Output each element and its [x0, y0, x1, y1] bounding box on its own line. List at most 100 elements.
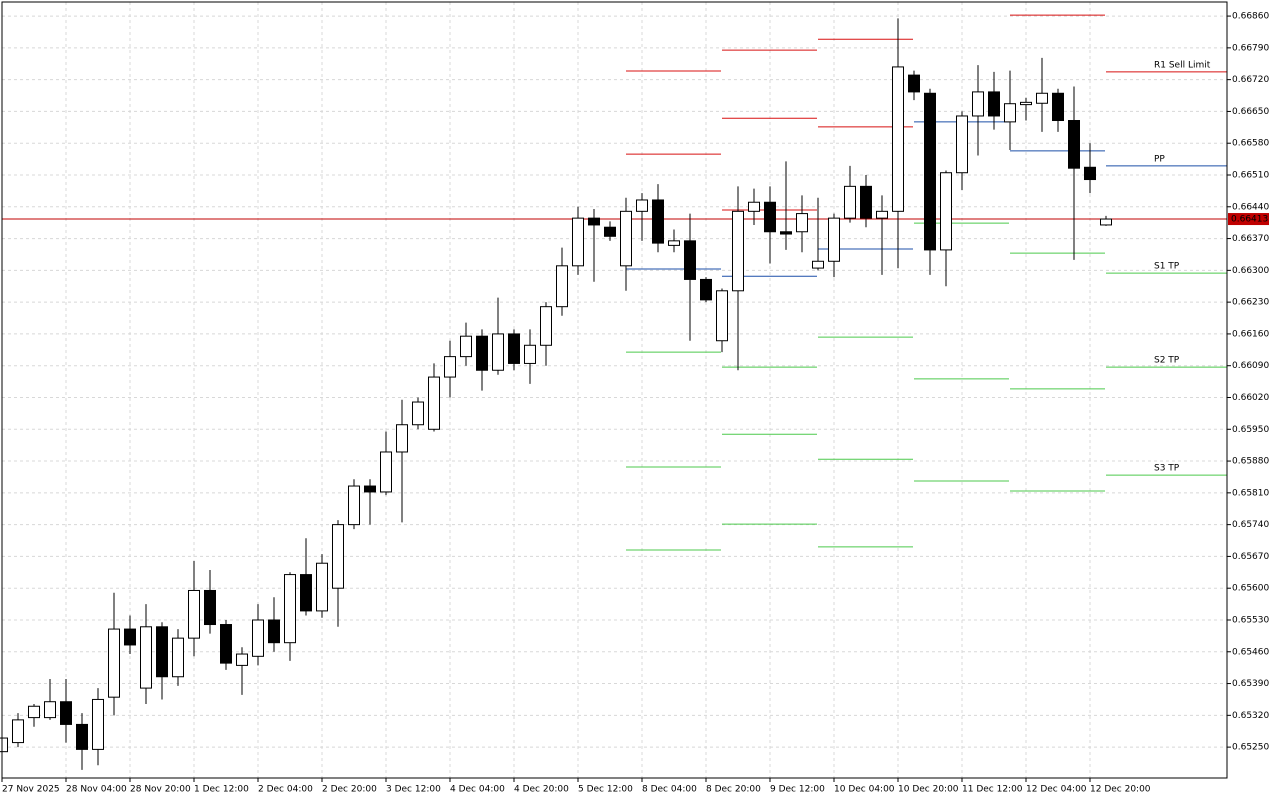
candle-body — [476, 335, 488, 371]
x-tick-label: 2 Dec 04:00 — [258, 785, 313, 795]
y-tick-label: 0.66440 — [1232, 202, 1269, 212]
candle-body — [556, 265, 568, 308]
last-price-label: 0.66413 — [1231, 215, 1268, 225]
candle-body — [172, 637, 184, 678]
candle-body — [908, 74, 920, 93]
y-tick-label: 0.65530 — [1232, 615, 1269, 625]
y-tick-label: 0.66370 — [1232, 234, 1269, 244]
y-tick-label: 0.66650 — [1232, 107, 1269, 117]
y-tick-label: 0.65390 — [1232, 679, 1269, 689]
candle-body — [140, 626, 152, 689]
candle-body — [940, 172, 952, 251]
candle-body — [1068, 120, 1080, 169]
y-tick-label: 0.66510 — [1232, 170, 1269, 180]
candle-body — [764, 201, 776, 233]
x-tick-label: 12 Dec 20:00 — [1090, 785, 1151, 795]
candle-body — [28, 705, 40, 719]
x-tick-label: 1 Dec 12:00 — [194, 785, 249, 795]
plot-frame — [1, 1, 1228, 779]
x-tick-label: 9 Dec 12:00 — [770, 785, 825, 795]
candle-body — [252, 619, 264, 657]
y-tick-label: 0.65950 — [1232, 425, 1269, 435]
x-tick-label: 8 Dec 20:00 — [706, 785, 761, 795]
x-tick-label: 4 Dec 04:00 — [450, 785, 505, 795]
candle-body — [412, 401, 424, 426]
x-tick-label: 12 Dec 04:00 — [1026, 785, 1087, 795]
candle-body — [716, 290, 728, 342]
candle-body — [780, 231, 792, 235]
candle-body — [332, 524, 344, 589]
candle-body — [60, 701, 72, 725]
candle-body — [1036, 92, 1048, 104]
x-tick-label: 11 Dec 12:00 — [962, 785, 1023, 795]
axes: 0.66860 0.66790 0.66720 0.66650 0.66580 0.665… — [1, 12, 1269, 795]
candle-body — [604, 226, 616, 237]
candle-body — [892, 66, 904, 212]
level-label: S2 TP — [1154, 356, 1180, 366]
x-tick-label: 4 Dec 20:00 — [514, 785, 569, 795]
candle-body — [236, 653, 248, 666]
candle-body — [300, 574, 312, 612]
candle-body — [684, 240, 696, 280]
candle-body — [828, 217, 840, 262]
candle-body — [220, 624, 232, 664]
candle-body — [588, 217, 600, 226]
candle-body — [668, 240, 680, 246]
x-tick-label: 8 Dec 04:00 — [642, 785, 697, 795]
x-tick-label: 27 Nov 2025 — [2, 785, 60, 795]
level-label: PP — [1154, 154, 1165, 164]
candle-body — [732, 210, 744, 292]
candle-body — [540, 306, 552, 346]
candle-body — [348, 485, 360, 526]
candle-body — [92, 698, 104, 750]
candle-body — [1100, 218, 1112, 226]
y-tick-label: 0.65460 — [1232, 647, 1269, 657]
y-tick-label: 0.66720 — [1232, 75, 1269, 85]
y-tick-label: 0.65250 — [1232, 743, 1269, 753]
y-tick-label: 0.65670 — [1232, 552, 1269, 562]
candle-body — [460, 335, 472, 358]
candle-body — [156, 626, 168, 678]
y-tick-label: 0.65600 — [1232, 584, 1269, 594]
candle-body — [636, 199, 648, 212]
candle-body — [1084, 166, 1096, 181]
candle-body — [956, 115, 968, 174]
x-tick-label: 2 Dec 20:00 — [322, 785, 377, 795]
candle-body — [444, 356, 456, 378]
candle-body — [284, 574, 296, 644]
candle-body — [428, 376, 440, 430]
y-tick-label: 0.66580 — [1232, 139, 1269, 149]
y-tick-label: 0.65810 — [1232, 488, 1269, 498]
candle-body — [364, 485, 376, 493]
candle-body — [316, 562, 328, 612]
candle-body — [508, 333, 520, 364]
x-tick-label: 5 Dec 12:00 — [578, 785, 633, 795]
candle-body — [124, 628, 136, 646]
candle-body — [0, 737, 8, 753]
x-tick-label: 3 Dec 12:00 — [386, 785, 441, 795]
candle-body — [396, 424, 408, 453]
level-label: R1 Sell Limit — [1154, 60, 1211, 70]
candle-body — [268, 619, 280, 644]
grid — [2, 2, 1227, 778]
y-tick-label: 0.65740 — [1232, 520, 1269, 530]
x-tick-label: 28 Nov 04:00 — [66, 785, 127, 795]
candle-body — [12, 719, 24, 744]
y-tick-label: 0.66090 — [1232, 361, 1269, 371]
candle-body — [876, 210, 888, 219]
candle-body — [492, 333, 504, 371]
x-tick-label: 10 Dec 20:00 — [898, 785, 959, 795]
candle-body — [620, 210, 632, 267]
candle-body — [700, 278, 712, 301]
candle-body — [1020, 101, 1032, 106]
candle-body — [204, 589, 216, 626]
y-tick-label: 0.66230 — [1232, 298, 1269, 308]
candle-body — [380, 451, 392, 493]
y-tick-label: 0.66160 — [1232, 329, 1269, 339]
candle-body — [988, 91, 1000, 117]
candle-body — [1004, 103, 1016, 123]
last-price-box — [1228, 213, 1269, 226]
y-tick-label: 0.66790 — [1232, 43, 1269, 53]
candle-body — [188, 589, 200, 639]
